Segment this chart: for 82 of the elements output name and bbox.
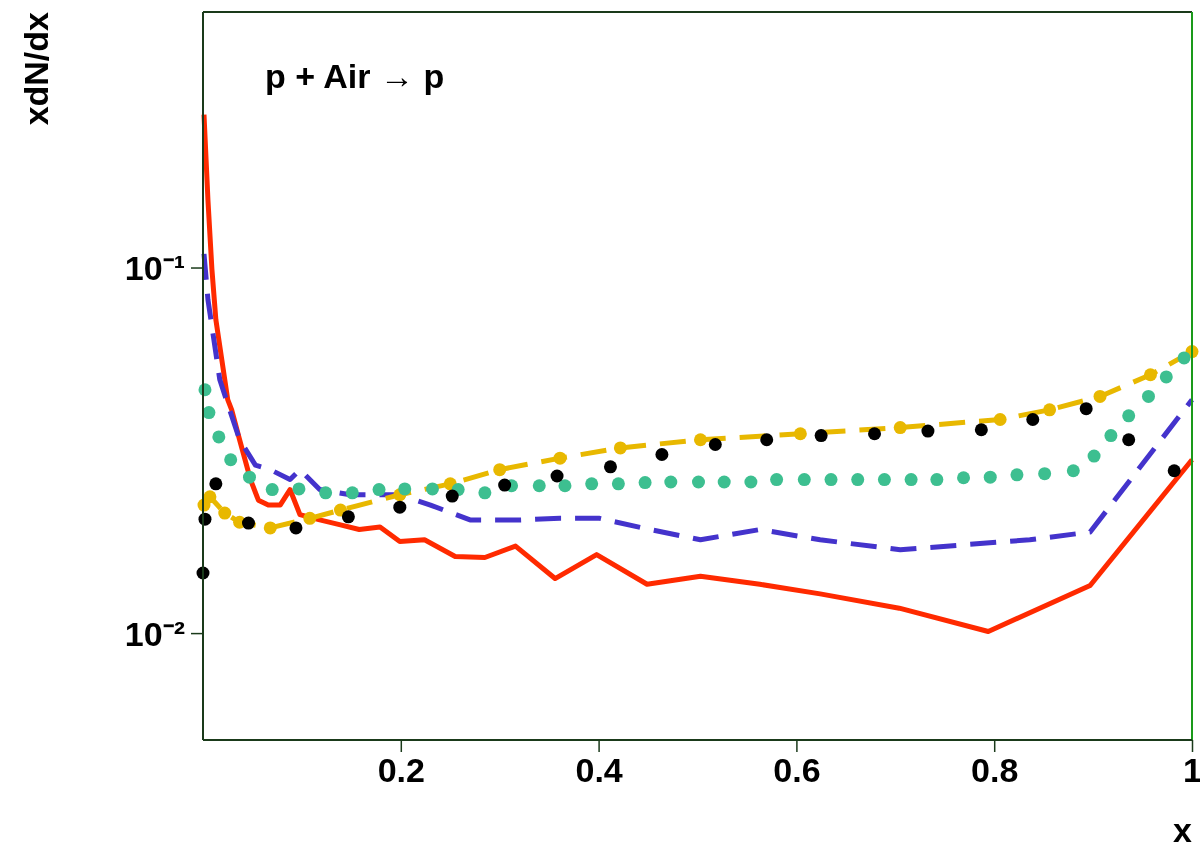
point — [930, 473, 944, 487]
point — [1079, 402, 1093, 416]
point — [341, 510, 355, 524]
point — [1143, 368, 1157, 382]
point — [585, 477, 599, 491]
point — [202, 406, 216, 420]
x-tick-label: 0.2 — [377, 751, 425, 790]
point — [218, 506, 232, 520]
point — [241, 516, 255, 530]
point — [265, 483, 279, 497]
point — [904, 473, 918, 487]
point — [1177, 351, 1191, 365]
point — [345, 486, 359, 500]
point — [1087, 449, 1101, 463]
point — [693, 433, 707, 447]
point — [303, 511, 317, 525]
point — [983, 470, 997, 484]
point — [493, 463, 507, 477]
y-axis-title: xdN/dx — [17, 11, 55, 126]
point — [974, 423, 988, 437]
x-tick-label: 0.4 — [575, 751, 623, 790]
point — [1159, 370, 1173, 384]
point — [797, 473, 811, 487]
point — [655, 448, 669, 461]
point — [1038, 467, 1052, 481]
point — [478, 486, 492, 500]
point — [603, 460, 617, 474]
point — [445, 489, 459, 503]
point — [319, 486, 333, 500]
point — [209, 477, 223, 491]
x-tick-label: 0.6 — [773, 751, 821, 790]
point — [708, 438, 722, 452]
point — [691, 475, 705, 489]
point — [203, 490, 217, 504]
point — [224, 453, 238, 467]
x-tick-label: 0.8 — [971, 751, 1019, 790]
point — [289, 521, 303, 535]
y-tick-label: 10⁻² — [124, 614, 185, 653]
point — [532, 479, 546, 493]
point — [425, 482, 439, 496]
point — [1122, 433, 1136, 447]
point — [744, 475, 758, 489]
point — [498, 478, 512, 492]
point — [242, 470, 256, 484]
point — [921, 424, 935, 438]
text: p + Air → p — [265, 57, 445, 95]
point — [611, 477, 625, 491]
point — [212, 430, 226, 444]
point — [1093, 389, 1107, 403]
point — [824, 473, 838, 487]
point — [717, 475, 731, 489]
point — [1043, 403, 1057, 417]
point — [613, 441, 627, 455]
point — [1010, 468, 1024, 482]
point — [877, 473, 891, 487]
y-tick-label: 10⁻¹ — [124, 248, 185, 287]
point — [553, 451, 567, 465]
point — [263, 521, 277, 535]
point — [1066, 464, 1080, 478]
point — [393, 500, 407, 514]
point — [292, 482, 306, 496]
point — [1167, 464, 1181, 478]
point — [638, 476, 652, 490]
point — [993, 412, 1007, 426]
point — [664, 475, 678, 489]
point — [868, 427, 882, 441]
point — [893, 421, 907, 435]
x-axis-title: x — [1173, 811, 1193, 849]
point — [550, 469, 564, 483]
point — [1026, 412, 1040, 426]
point — [1122, 409, 1136, 423]
point — [851, 473, 865, 487]
point — [760, 433, 774, 447]
point — [1141, 389, 1155, 403]
point — [770, 473, 784, 487]
point — [793, 427, 807, 441]
point — [1104, 429, 1118, 443]
point — [398, 482, 412, 496]
point — [558, 479, 572, 493]
point — [372, 483, 386, 497]
point — [957, 471, 971, 485]
point — [814, 429, 828, 443]
